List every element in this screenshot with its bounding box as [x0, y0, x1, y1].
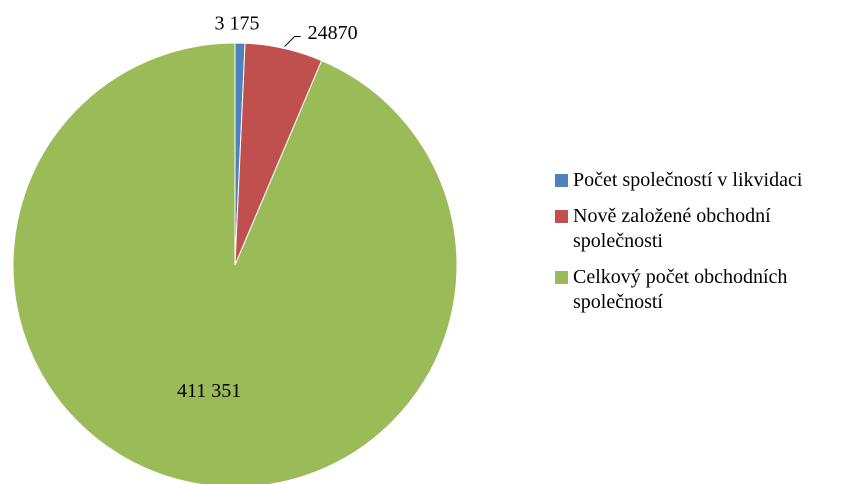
data-label: 24870 [308, 22, 358, 44]
legend-item: Nově založené obchodní společnosti [553, 204, 858, 254]
leader-line [284, 36, 301, 47]
legend-swatch [555, 271, 568, 284]
pie-slice [12, 42, 458, 484]
data-label: 3 175 [215, 13, 260, 35]
data-label: 411 351 [177, 380, 241, 402]
legend-label: Celkový počet obchodních společností [573, 266, 788, 313]
legend-swatch [555, 210, 568, 223]
legend: Počet společností v likvidaci Nově založe… [553, 168, 858, 326]
legend-item: Celkový počet obchodních společností [553, 265, 858, 315]
legend-swatch [555, 174, 568, 187]
legend-label: Nově založené obchodní společnosti [573, 205, 771, 252]
legend-label: Počet společností v likvidaci [573, 169, 803, 191]
legend-item: Počet společností v likvidaci [553, 168, 858, 193]
